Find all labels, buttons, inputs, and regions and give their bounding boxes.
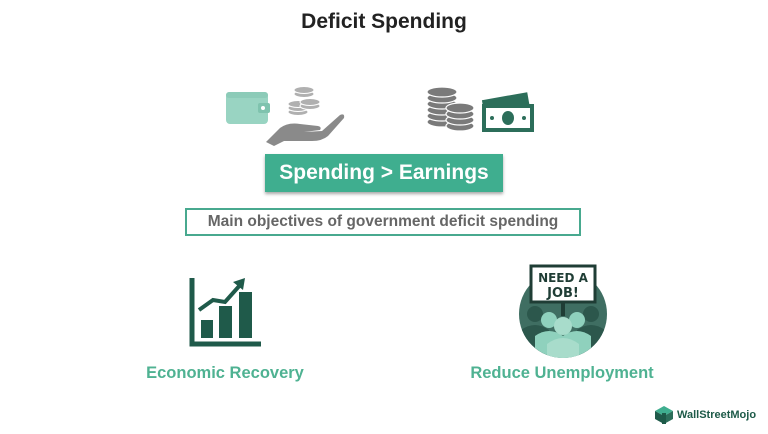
sign-text-line1: NEED A bbox=[538, 271, 589, 285]
wallet-hand-coins-icon bbox=[226, 86, 345, 146]
sign-text-line2: JOB! bbox=[546, 286, 579, 301]
growth-chart-icon bbox=[189, 278, 261, 347]
spending-earnings-banner: Spending > Earnings bbox=[265, 154, 503, 192]
brand-logo-icon bbox=[655, 406, 673, 424]
coins-cash-icon bbox=[426, 86, 534, 132]
page-title: Deficit Spending bbox=[301, 10, 467, 33]
reduce-unemployment-label: Reduce Unemployment bbox=[470, 364, 654, 382]
brand-name: WallStreetMojo bbox=[677, 409, 757, 421]
objectives-heading: Main objectives of government deficit sp… bbox=[185, 208, 581, 236]
brand-logo: WallStreetMojo bbox=[654, 404, 766, 426]
economic-recovery-label: Economic Recovery bbox=[146, 364, 304, 382]
job-seekers-icon: NEED A JOB! bbox=[519, 264, 607, 358]
